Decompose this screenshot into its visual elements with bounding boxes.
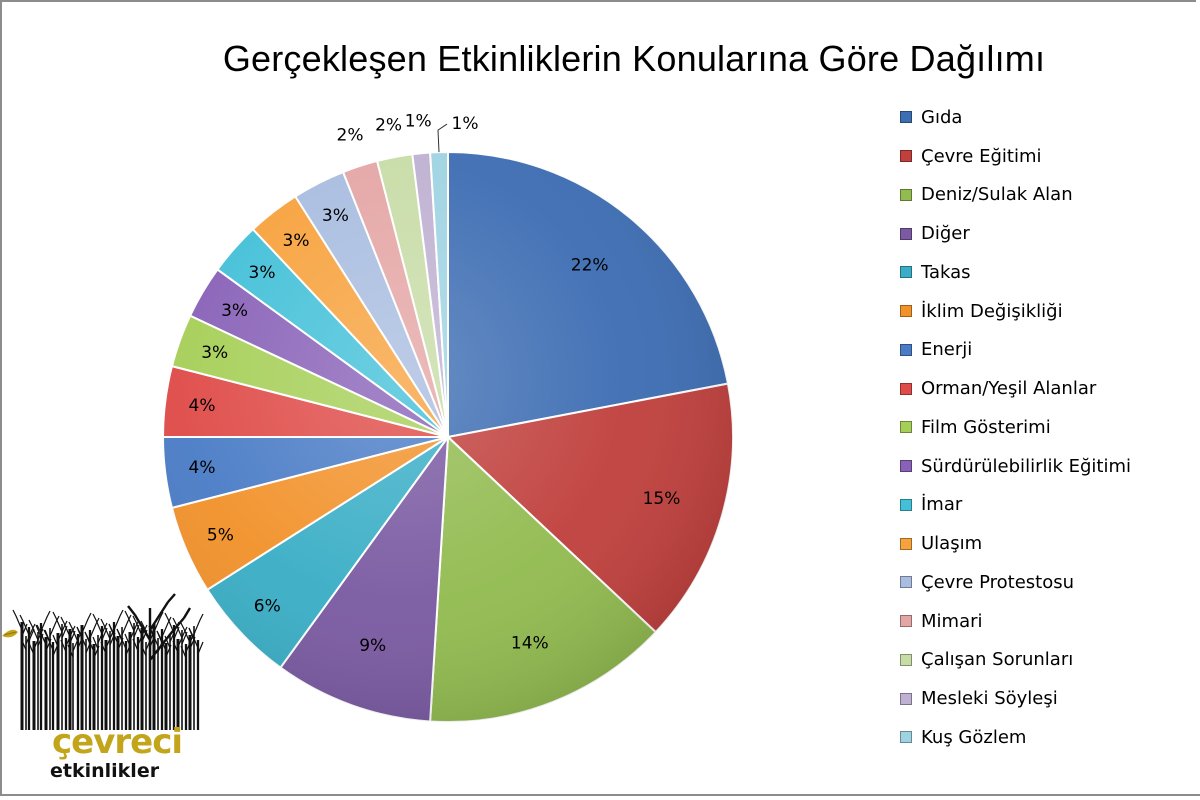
legend-item-cevre-egitimi: Çevre Eğitimi: [900, 137, 1200, 176]
legend-label: Diğer: [921, 223, 970, 245]
chart-frame-bottom: [0, 794, 1200, 796]
legend-label: Kuş Gözlem: [921, 726, 1027, 748]
legend-swatch: [900, 692, 912, 705]
legend-swatch: [900, 421, 912, 434]
data-label-calisan-sorunlari: 2%: [375, 116, 402, 136]
legend-item-gida: Gıda: [900, 98, 1200, 137]
data-label-orman-yesil-alanlar: 4%: [189, 396, 216, 416]
chart-legend: Gıda Çevre Eğitimi Deniz/Sulak Alan Diğer Ta…: [900, 98, 1200, 757]
legend-item-imar: İmar: [900, 486, 1200, 525]
logo-title: çevreci: [52, 722, 183, 762]
legend-swatch: [900, 615, 912, 628]
legend-item-surdurulebilirlik-egitimi: Sürdürülebilirlik Eğitimi: [900, 447, 1200, 486]
leaf-icon: [2, 629, 18, 638]
legend-swatch: [900, 460, 912, 473]
legend-item-cevre-protestosu: Çevre Protestosu: [900, 563, 1200, 602]
data-label-enerji: 4%: [189, 458, 216, 478]
data-label-mimari: 2%: [337, 126, 364, 146]
legend-swatch: [900, 150, 912, 163]
legend-label: İmar: [921, 494, 963, 516]
legend-label: Çevre Eğitimi: [921, 145, 1042, 167]
legend-swatch: [900, 382, 912, 395]
legend-label: Gıda: [921, 106, 963, 128]
legend-label: Enerji: [921, 339, 973, 361]
data-label-ulasim: 3%: [283, 231, 310, 251]
data-label-film-gosterimi: 3%: [201, 343, 228, 363]
legend-label: Çevre Protestosu: [921, 571, 1075, 593]
legend-swatch: [900, 343, 912, 356]
legend-item-diger: Diğer: [900, 214, 1200, 253]
legend-label: Ulaşım: [921, 533, 983, 555]
legend-item-deniz-sulak-alan: Deniz/Sulak Alan: [900, 176, 1200, 215]
legend-item-iklim-degisikligi: İklim Değişikliği: [900, 292, 1200, 331]
legend-swatch: [900, 653, 912, 666]
legend-label: Mimari: [921, 610, 983, 632]
legend-swatch: [900, 305, 912, 318]
legend-label: Çalışan Sorunları: [921, 649, 1074, 671]
legend-item-enerji: Enerji: [900, 331, 1200, 370]
legend-swatch: [900, 731, 912, 744]
legend-label: Orman/Yeşil Alanlar: [921, 378, 1097, 400]
data-label-diger: 9%: [359, 636, 386, 656]
legend-item-takas: Takas: [900, 253, 1200, 292]
leader-line-kus-gozlem: [437, 123, 448, 153]
data-label-cevre-protestosu: 3%: [322, 206, 349, 226]
legend-label: Mesleki Söyleşi: [921, 688, 1058, 710]
logo-barcode-trees: [2, 593, 204, 730]
legend-swatch: [900, 188, 912, 201]
data-label-mesleki-soylesi: 1%: [405, 111, 432, 131]
legend-item-mesleki-soylesi: Mesleki Söyleşi: [900, 679, 1200, 718]
legend-label: İklim Değişikliği: [921, 300, 1063, 322]
pie-slices: [161, 150, 734, 723]
data-label-takas: 6%: [254, 597, 281, 617]
pie-data-labels: 22%15%14%9%6%5%4%4%3%3%3%3%3%2% 2% 1% 1%: [189, 111, 681, 656]
data-label-gida: 22%: [571, 256, 609, 276]
legend-swatch: [900, 498, 912, 511]
legend-item-ulasim: Ulaşım: [900, 524, 1200, 563]
pie-leader-lines: [437, 123, 448, 153]
legend-label: Deniz/Sulak Alan: [921, 184, 1073, 206]
chart-title: Gerçekleşen Etkinliklerin Konularına Gör…: [222, 38, 1046, 79]
data-label-surdurulebilirlik-egitimi: 3%: [221, 301, 248, 321]
legend-swatch: [900, 576, 912, 589]
data-label-cevre-egitimi: 15%: [643, 489, 681, 509]
legend-label: Sürdürülebilirlik Eğitimi: [921, 455, 1132, 477]
legend-item-mimari: Mimari: [900, 602, 1200, 641]
legend-item-orman-yesil-alanlar: Orman/Yeşil Alanlar: [900, 369, 1200, 408]
data-label-deniz-sulak-alan: 14%: [511, 634, 549, 654]
data-label-kus-gozlem: 1%: [452, 114, 479, 134]
legend-swatch: [900, 111, 912, 124]
data-label-iklim-degisikligi: 5%: [207, 526, 234, 546]
logo-subtitle: etkinlikler: [50, 760, 160, 782]
legend-item-film-gosterimi: Film Gösterimi: [900, 408, 1200, 447]
data-label-imar: 3%: [249, 263, 276, 283]
legend-label: Takas: [921, 261, 971, 283]
legend-swatch: [900, 266, 912, 279]
legend-swatch: [900, 227, 912, 240]
legend-label: Film Gösterimi: [921, 416, 1051, 438]
legend-item-calisan-sorunlari: Çalışan Sorunları: [900, 641, 1200, 680]
legend-swatch: [900, 537, 912, 550]
legend-item-kus-gozlem: Kuş Gözlem: [900, 718, 1200, 757]
